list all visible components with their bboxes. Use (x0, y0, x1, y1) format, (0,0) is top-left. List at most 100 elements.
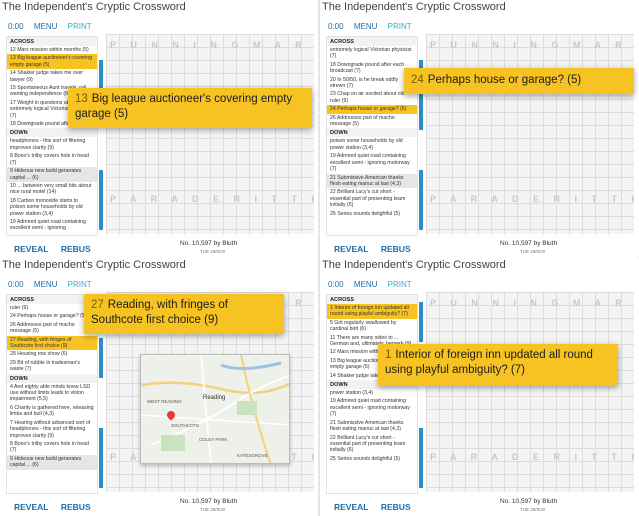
clue-item[interactable]: 26 Addresses part of macho message (5) (330, 114, 395, 128)
clue-item[interactable]: 8 Bono's trilby covers hole in head (7) (10, 153, 89, 166)
scrollbar[interactable] (99, 338, 103, 378)
crossword-grid[interactable]: P U N N I N G M A R T I N P A R A D E R … (106, 34, 314, 234)
banner-clue-number: 13 (75, 93, 88, 105)
menu-button[interactable]: MENU (33, 22, 58, 31)
print-button[interactable]: PRINT (387, 22, 412, 31)
timer: 0:00 (328, 22, 344, 31)
map-label: Reading (203, 395, 226, 401)
clue-item[interactable]: 21 Submissive American thanks flesh eati… (327, 173, 417, 189)
clue-item[interactable]: 22 Brilliant Lucy's cut short - essentia… (330, 434, 406, 454)
grid-letters: P A R A D E R I T T E R (430, 194, 634, 204)
timer: 0:00 (8, 280, 24, 289)
clue-item[interactable]: 24 Perhaps house or garage? (5) (327, 105, 417, 114)
clue-item[interactable]: 23 Chap on air excited about old ruler (… (330, 91, 405, 104)
scrollbar[interactable] (419, 428, 423, 488)
scrollbar[interactable] (99, 428, 103, 488)
clue-item[interactable]: ruler (9) (10, 305, 29, 311)
rebus-button[interactable]: REBUS (60, 502, 91, 512)
clue-section-header: DOWN (7, 128, 97, 138)
clue-list[interactable]: ACROSS ruler (9) 24 Perhaps house or garag… (6, 294, 98, 494)
clue-item[interactable]: 13 Big league auctioneer's covering empt… (7, 54, 97, 70)
banner-clue-number: 27 (91, 299, 104, 311)
clue-item[interactable]: 10 ... between very small bits about nic… (10, 182, 92, 196)
crossword-grid[interactable]: P U N N I N G M A R T I N P A R A D E R … (426, 292, 634, 492)
scrollbar[interactable] (99, 60, 103, 100)
clue-item[interactable]: 22 Brilliant Lucy's cut short - essentia… (330, 189, 406, 209)
clue-item[interactable]: 21 Submissive American thanks flesh eati… (330, 419, 404, 433)
clue-list[interactable]: ACROSS 1 Interior of foreign inn updated … (326, 294, 418, 494)
clue-item[interactable]: 13 Big league auctioneer's covering empt… (330, 357, 413, 371)
map-roads (141, 355, 289, 463)
clue-item[interactable]: 8 Bono's trilby covers hole in head (7) (10, 440, 89, 454)
map-label: WEST READING (147, 399, 182, 404)
clue-item[interactable]: 20 In 50/50, is he break oddly strewn (7… (330, 76, 399, 90)
timer: 0:00 (8, 22, 24, 31)
crossword-grid[interactable]: P U N N I N G M A R T I N P A R A D E R … (426, 34, 634, 234)
clue-item[interactable]: 12 Mars mission within months (5) (10, 47, 89, 53)
clue-section-header: ACROSS (327, 295, 417, 304)
reveal-button[interactable]: REVEAL (14, 502, 49, 512)
clue-item[interactable]: 15 Spontaneous Aunt travels, rail wantin… (10, 85, 87, 98)
clue-item[interactable]: 18 Downgrade pound after each (10, 121, 85, 128)
clue-item[interactable]: 7 Hearing without advanced sort of headp… (10, 419, 91, 439)
clue-list[interactable]: ACROSS 12 Mars mission within months (5) 1… (6, 36, 98, 236)
clue-item[interactable]: 5 Grit regularly swallowed by cardinal b… (330, 319, 397, 333)
clue-item[interactable]: 18 Carbon monoxide starts to poison some… (10, 197, 83, 217)
banner-clue-number: 24 (411, 74, 424, 86)
scrollbar[interactable] (99, 170, 103, 230)
map-label: COLEY PARK (199, 437, 228, 442)
panel-divider-vertical (318, 0, 320, 516)
rebus-button[interactable]: REBUS (380, 502, 411, 512)
clue-item[interactable]: 19 Admired quiet road containing excelle… (330, 398, 410, 418)
clue-item[interactable]: 24 Perhaps house or garage? (5) (10, 313, 87, 320)
clue-item[interactable]: 19 Admired quiet road containing excelle… (330, 153, 410, 173)
reveal-button[interactable]: REVEAL (14, 244, 49, 254)
clue-item[interactable]: 18 Downgrade pound after each broadcast … (330, 61, 405, 75)
clue-item[interactable]: 9 Hideous new build generates capital ..… (7, 454, 97, 470)
clue-item[interactable]: 28 Housing row show (6) (10, 351, 68, 358)
clue-item[interactable]: 25 Series sounds delightful (5) (330, 210, 401, 217)
clue-item[interactable]: 14 Shakier judge takes me over (330, 372, 403, 379)
clue-banner: 1 Interior of foreign inn updated all rou… (378, 344, 618, 386)
clue-item[interactable]: 12 Mars mission within months (5) (330, 349, 409, 356)
clue-item[interactable]: power station (3,4) (330, 390, 373, 397)
clue-item[interactable]: poison some households by old power stat… (330, 138, 403, 151)
clue-item[interactable]: 14 Shakier judge takes me over lawyer (9… (10, 70, 83, 83)
grid-letters: P U N N I N G M A R T I N (430, 40, 634, 50)
puzzle-date: TUE 29/9/20 (520, 249, 546, 254)
clue-item[interactable]: 29 Bit of rubble in tradesman's waste (7… (10, 359, 80, 373)
clue-item[interactable]: 6 Charity is gathered here, releasing li… (10, 404, 94, 418)
clue-list[interactable]: ACROSS extremely logical Victorian physic… (326, 36, 418, 236)
clue-item[interactable]: 27 Reading, with fringes of Southcote fi… (7, 335, 97, 351)
clue-item[interactable]: 26 Addresses part of macho message (5) (10, 321, 75, 335)
clue-item[interactable]: 19 Admired quiet road containing excelle… (10, 218, 86, 232)
clue-item[interactable]: 1 Interior of foreign inn updated all ro… (327, 304, 417, 319)
puzzle-date: TUE 29/9/20 (200, 507, 226, 512)
clue-item[interactable]: 9 Hideous new build generates capital ..… (7, 167, 97, 182)
menu-button[interactable]: MENU (353, 22, 378, 31)
reveal-button[interactable]: REVEAL (334, 244, 369, 254)
clue-item[interactable]: 11 There are many sides to ... German an… (330, 334, 412, 348)
scrollbar[interactable] (419, 60, 423, 130)
print-button[interactable]: PRINT (387, 280, 412, 289)
menu-button[interactable]: MENU (33, 280, 58, 289)
print-button[interactable]: PRINT (67, 22, 92, 31)
menu-button[interactable]: MENU (353, 280, 378, 289)
clue-section-header: ACROSS (327, 37, 417, 46)
clue-item[interactable]: 4 And eighty able minds knew LSD use wit… (10, 383, 91, 403)
clue-item[interactable]: 25 Series sounds delightful (5) (330, 455, 401, 462)
scrollbar[interactable] (419, 302, 423, 342)
action-bar: REVEAL REBUS (334, 502, 421, 512)
puzzle-date: TUE 29/9/20 (520, 507, 546, 512)
print-button[interactable]: PRINT (67, 280, 92, 289)
reveal-button[interactable]: REVEAL (334, 502, 369, 512)
page-title: The Independent's Cryptic Crossword (322, 1, 506, 13)
rebus-button[interactable]: REBUS (380, 244, 411, 254)
page-title: The Independent's Cryptic Crossword (2, 259, 186, 271)
clue-item[interactable]: headphones - this sort of filtering impr… (10, 138, 86, 151)
rebus-button[interactable]: REBUS (60, 244, 91, 254)
crossword-panel: The Independent's Cryptic Crossword 0:00… (0, 258, 318, 516)
scrollbar[interactable] (419, 170, 423, 230)
clue-item[interactable]: 17 Weight in questions about extremely l… (10, 99, 92, 119)
clue-item[interactable]: extremely logical Victorian physicist (7… (330, 47, 412, 60)
